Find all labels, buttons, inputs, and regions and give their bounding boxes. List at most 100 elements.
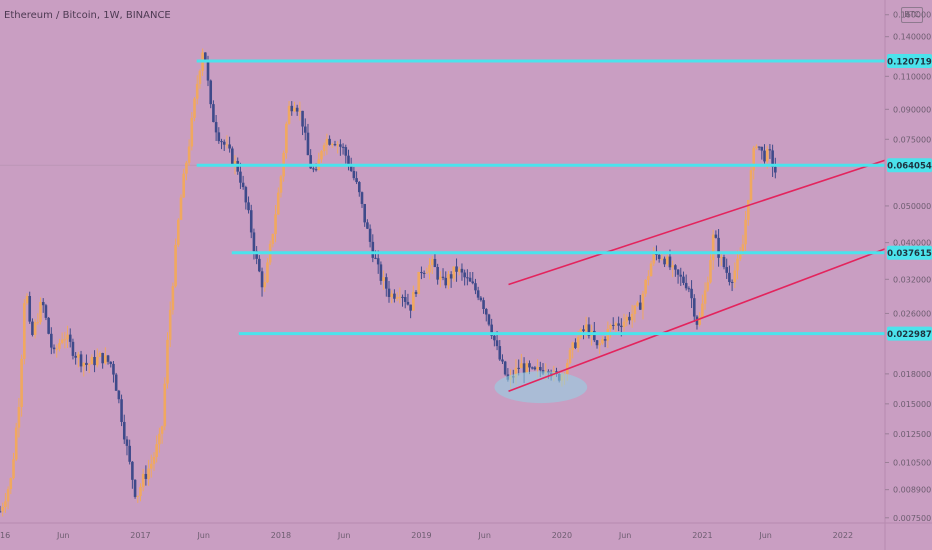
candle-body — [9, 478, 13, 490]
candle-body — [679, 274, 683, 277]
candle-body — [198, 70, 202, 84]
candle-body — [171, 286, 175, 310]
candle-body — [711, 234, 715, 261]
candle-body — [109, 361, 113, 364]
candle-body — [522, 363, 526, 374]
candle-body — [687, 288, 691, 290]
candle-body — [190, 117, 194, 147]
candle-body — [90, 357, 94, 365]
candle-body — [425, 272, 429, 274]
candle-body — [379, 264, 383, 281]
candle-body — [498, 346, 502, 360]
price-tick-label: 0.007500 — [893, 514, 931, 523]
candle-body — [430, 258, 434, 266]
time-tick-label: 2016 — [0, 531, 10, 540]
candle-body — [163, 383, 167, 427]
candle-body — [285, 123, 288, 153]
candle-body — [482, 300, 485, 309]
candle-body — [525, 363, 529, 374]
candle-body — [428, 265, 431, 273]
candle-body — [85, 362, 88, 366]
candle-body — [439, 276, 442, 280]
candle-body — [682, 276, 685, 283]
candle-body — [306, 132, 310, 156]
candle-body — [187, 146, 191, 163]
candle-body — [647, 276, 650, 280]
level-price-tag — [887, 245, 932, 260]
price-tick-label: 0.110000 — [893, 72, 931, 81]
candle-body — [571, 342, 575, 351]
candle-body — [204, 52, 207, 61]
level-price-tag — [887, 326, 932, 341]
price-tick-label: 0.012500 — [893, 430, 931, 439]
candle-body — [322, 145, 326, 152]
candle-body — [587, 324, 591, 336]
candles — [0, 48, 777, 517]
price-tick-label: 0.008900 — [893, 486, 931, 495]
candle-body — [23, 303, 26, 359]
candle-body — [44, 305, 48, 318]
candle-body — [628, 316, 631, 321]
candle-body — [228, 144, 231, 149]
price-tick-label: 0.075000 — [893, 135, 931, 144]
candle-body — [441, 276, 445, 278]
candle-body — [58, 343, 61, 349]
candle-body — [20, 358, 23, 407]
bottom-zone-ellipse — [494, 371, 588, 404]
candle-body — [584, 324, 588, 332]
candle-body — [301, 110, 304, 127]
candle-body — [474, 283, 477, 291]
candle-body — [93, 357, 96, 366]
candle-body — [325, 138, 329, 146]
candle-body — [568, 350, 572, 364]
price-tick-label: 0.090000 — [893, 105, 931, 114]
time-axis: 2016 Jun 2017 Jun 2018 Jun 2019 Jun 2020 Jun 2021 J… — [0, 522, 932, 540]
candle-body — [266, 262, 269, 283]
candle-body — [185, 162, 188, 174]
candle-body — [217, 132, 221, 142]
candle-body — [333, 144, 337, 146]
currency-unit-badge[interactable]: BTC — [901, 7, 923, 23]
candle-body — [271, 233, 275, 244]
time-tick-label: Jun — [56, 531, 70, 540]
price-tick-label: 0.050000 — [893, 202, 931, 211]
candle-body — [1, 506, 5, 512]
candle-body — [74, 355, 77, 358]
candle-body — [447, 274, 450, 286]
candle-body — [476, 290, 480, 298]
candle-body — [436, 267, 439, 280]
candle-body — [714, 234, 718, 238]
candle-body — [255, 251, 258, 259]
candle-body — [728, 272, 731, 282]
candle-body — [595, 340, 599, 346]
level-price-label: 0.064054 — [887, 162, 932, 172]
candle-body — [298, 110, 302, 112]
candle-body — [644, 279, 647, 294]
candle-body — [382, 277, 385, 281]
candle-body — [665, 256, 669, 265]
candle-body — [147, 468, 150, 479]
candle-body — [249, 210, 253, 233]
candle-body — [320, 151, 323, 160]
candle-body — [114, 374, 118, 391]
candle-body — [50, 333, 53, 348]
time-tick-label: 2022 — [833, 531, 853, 540]
candle-body — [133, 479, 137, 497]
candle-body — [620, 325, 623, 328]
candle-body — [395, 297, 399, 299]
candle-body — [649, 263, 653, 277]
candle-body — [260, 271, 264, 288]
candle-body — [471, 281, 475, 284]
candle-body — [136, 495, 140, 497]
candle-body — [179, 197, 183, 220]
candle-body — [703, 290, 707, 304]
candle-body — [538, 367, 542, 371]
candle-body — [760, 146, 764, 151]
candle-body — [692, 298, 696, 317]
time-tick-label: Jun — [758, 531, 772, 540]
candle-body — [87, 364, 91, 366]
candle-body — [601, 339, 604, 344]
candle-body — [122, 421, 126, 440]
price-tick-label: 0.040000 — [893, 239, 931, 248]
